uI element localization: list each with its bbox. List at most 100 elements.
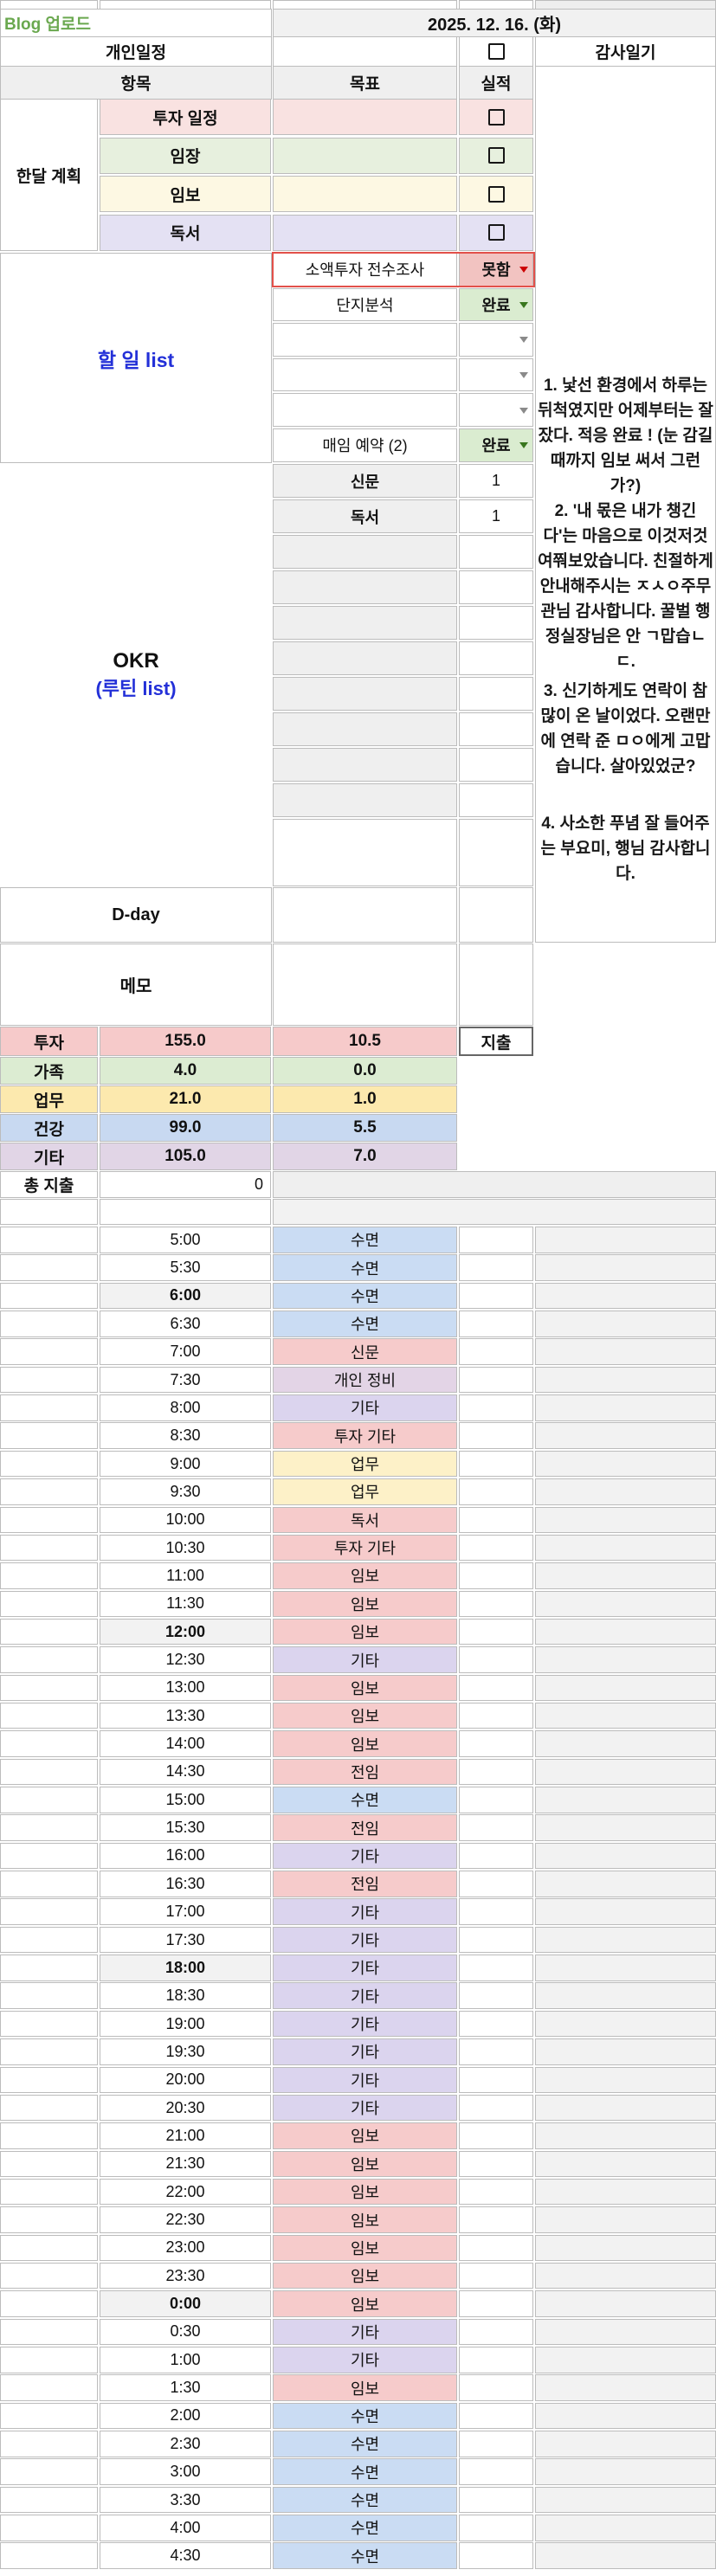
- timeline-note-cell[interactable]: [459, 1422, 533, 1449]
- timeline-note-cell[interactable]: [459, 2066, 533, 2093]
- timeline-note-cell[interactable]: [459, 1787, 533, 1813]
- timeline-note-cell[interactable]: [459, 2010, 533, 2038]
- personal-schedule-input-cell[interactable]: [273, 36, 457, 67]
- timeline-note-cell[interactable]: [459, 1366, 533, 1394]
- timeline-activity-cell[interactable]: 수면: [273, 1787, 457, 1813]
- timeline-activity-cell[interactable]: 임보: [273, 1674, 457, 1702]
- timeline-note-cell[interactable]: [459, 1758, 533, 1786]
- timeline-left-cell[interactable]: [0, 2234, 98, 2262]
- timeline-left-cell[interactable]: [0, 1871, 98, 1897]
- timeline-time-cell[interactable]: 12:00: [100, 1618, 271, 1645]
- okr-value-cell[interactable]: [459, 748, 533, 782]
- timeline-activity-cell[interactable]: 임보: [273, 2262, 457, 2289]
- stat-actual-cell[interactable]: 7.0: [273, 1143, 457, 1170]
- timeline-activity-cell[interactable]: 기타: [273, 2066, 457, 2093]
- timeline-left-cell[interactable]: [0, 1311, 98, 1337]
- timeline-time-cell[interactable]: 2:00: [100, 2402, 271, 2430]
- dropdown-arrow-icon[interactable]: [519, 337, 528, 344]
- checkbox[interactable]: [487, 108, 505, 126]
- todo-item-cell[interactable]: [273, 357, 457, 392]
- timeline-activity-cell[interactable]: 임보: [273, 2374, 457, 2401]
- timeline-time-cell[interactable]: 19:30: [100, 2038, 271, 2065]
- timeline-note-cell[interactable]: [459, 1842, 533, 1870]
- timeline-left-cell[interactable]: [0, 2262, 98, 2289]
- timeline-time-cell[interactable]: 22:00: [100, 2178, 271, 2206]
- todo-status-dropdown[interactable]: 못함: [459, 253, 533, 287]
- timeline-activity-cell[interactable]: 전임: [273, 1758, 457, 1786]
- dropdown-arrow-icon[interactable]: [519, 267, 528, 274]
- timeline-activity-cell[interactable]: 임보: [273, 1590, 457, 1618]
- timeline-left-cell[interactable]: [0, 1338, 98, 1365]
- timeline-note-cell[interactable]: [459, 2431, 533, 2457]
- timeline-time-cell[interactable]: 9:30: [100, 1478, 271, 1505]
- timeline-time-cell[interactable]: 14:00: [100, 1730, 271, 1757]
- timeline-time-cell[interactable]: 18:00: [100, 1955, 271, 1981]
- timeline-note-cell[interactable]: [459, 1982, 533, 2009]
- okr-item-cell[interactable]: [273, 712, 457, 746]
- okr-value-cell[interactable]: [459, 641, 533, 675]
- timeline-time-cell[interactable]: 3:00: [100, 2458, 271, 2485]
- stat-actual-cell[interactable]: 1.0: [273, 1085, 457, 1113]
- timeline-time-cell[interactable]: 1:00: [100, 2347, 271, 2373]
- timeline-activity-cell[interactable]: 신문: [273, 1338, 457, 1365]
- timeline-right-cell[interactable]: [535, 1254, 716, 1281]
- blog-upload-cell[interactable]: Blog 업로드: [0, 9, 272, 37]
- timeline-time-cell[interactable]: 23:30: [100, 2262, 271, 2289]
- timeline-note-cell[interactable]: [459, 1871, 533, 1897]
- timeline-left-cell[interactable]: [0, 2290, 98, 2317]
- timeline-activity-cell[interactable]: 개인 정비: [273, 1366, 457, 1394]
- timeline-left-cell[interactable]: [0, 1254, 98, 1281]
- timeline-activity-cell[interactable]: 임보: [273, 2206, 457, 2233]
- dropdown-arrow-icon[interactable]: [519, 407, 528, 414]
- timeline-left-cell[interactable]: [0, 1450, 98, 1478]
- timeline-note-cell[interactable]: [459, 1282, 533, 1310]
- monthly-plan-goal-cell[interactable]: [273, 99, 457, 135]
- timeline-activity-cell[interactable]: 전임: [273, 1871, 457, 1897]
- okr-item-cell[interactable]: [273, 535, 457, 569]
- timeline-activity-cell[interactable]: 수면: [273, 2542, 457, 2569]
- timeline-right-cell[interactable]: [535, 1227, 716, 1253]
- monthly-plan-goal-cell[interactable]: [273, 214, 457, 251]
- timeline-left-cell[interactable]: [0, 1394, 98, 1421]
- timeline-right-cell[interactable]: [535, 2178, 716, 2206]
- timeline-right-cell[interactable]: [535, 1506, 716, 1533]
- timeline-note-cell[interactable]: [459, 2094, 533, 2122]
- checkbox[interactable]: [487, 43, 505, 60]
- spacer-cell[interactable]: [100, 1199, 271, 1225]
- stat-goal-cell[interactable]: 105.0: [100, 1143, 271, 1170]
- timeline-right-cell[interactable]: [535, 2038, 716, 2065]
- timeline-note-cell[interactable]: [459, 2515, 533, 2541]
- okr-item-cell[interactable]: [273, 677, 457, 711]
- dday-value-cell[interactable]: [273, 887, 457, 943]
- timeline-activity-cell[interactable]: 기타: [273, 1955, 457, 1981]
- timeline-right-cell[interactable]: [535, 1450, 716, 1478]
- okr-extra-cell[interactable]: [273, 819, 457, 886]
- timeline-activity-cell[interactable]: 수면: [273, 2486, 457, 2514]
- timeline-note-cell[interactable]: [459, 1506, 533, 1533]
- timeline-left-cell[interactable]: [0, 1227, 98, 1253]
- timeline-activity-cell[interactable]: 독서: [273, 1506, 457, 1533]
- timeline-note-cell[interactable]: [459, 2178, 533, 2206]
- dropdown-arrow-icon[interactable]: [519, 372, 528, 379]
- checkbox[interactable]: [487, 185, 505, 203]
- timeline-time-cell[interactable]: 17:00: [100, 1898, 271, 1925]
- timeline-activity-cell[interactable]: 기타: [273, 2318, 457, 2346]
- todo-status-dropdown[interactable]: [459, 323, 533, 357]
- timeline-left-cell[interactable]: [0, 1814, 98, 1841]
- timeline-left-cell[interactable]: [0, 2178, 98, 2206]
- okr-item-cell[interactable]: [273, 748, 457, 782]
- timeline-right-cell[interactable]: [535, 1478, 716, 1505]
- stat-actual-cell[interactable]: 0.0: [273, 1057, 457, 1085]
- timeline-left-cell[interactable]: [0, 1478, 98, 1505]
- dday-extra-cell[interactable]: [459, 887, 533, 943]
- timeline-note-cell[interactable]: [459, 1955, 533, 1981]
- todo-item-cell[interactable]: 매임 예약 (2): [273, 428, 457, 462]
- stat-goal-cell[interactable]: 21.0: [100, 1085, 271, 1113]
- memo-extra-cell[interactable]: [459, 943, 533, 1026]
- timeline-time-cell[interactable]: 19:00: [100, 2010, 271, 2038]
- timeline-right-cell[interactable]: [535, 2318, 716, 2346]
- timeline-left-cell[interactable]: [0, 1898, 98, 1925]
- timeline-time-cell[interactable]: 14:30: [100, 1758, 271, 1786]
- okr-value-cell[interactable]: [459, 606, 533, 640]
- okr-value-cell[interactable]: 1: [459, 499, 533, 533]
